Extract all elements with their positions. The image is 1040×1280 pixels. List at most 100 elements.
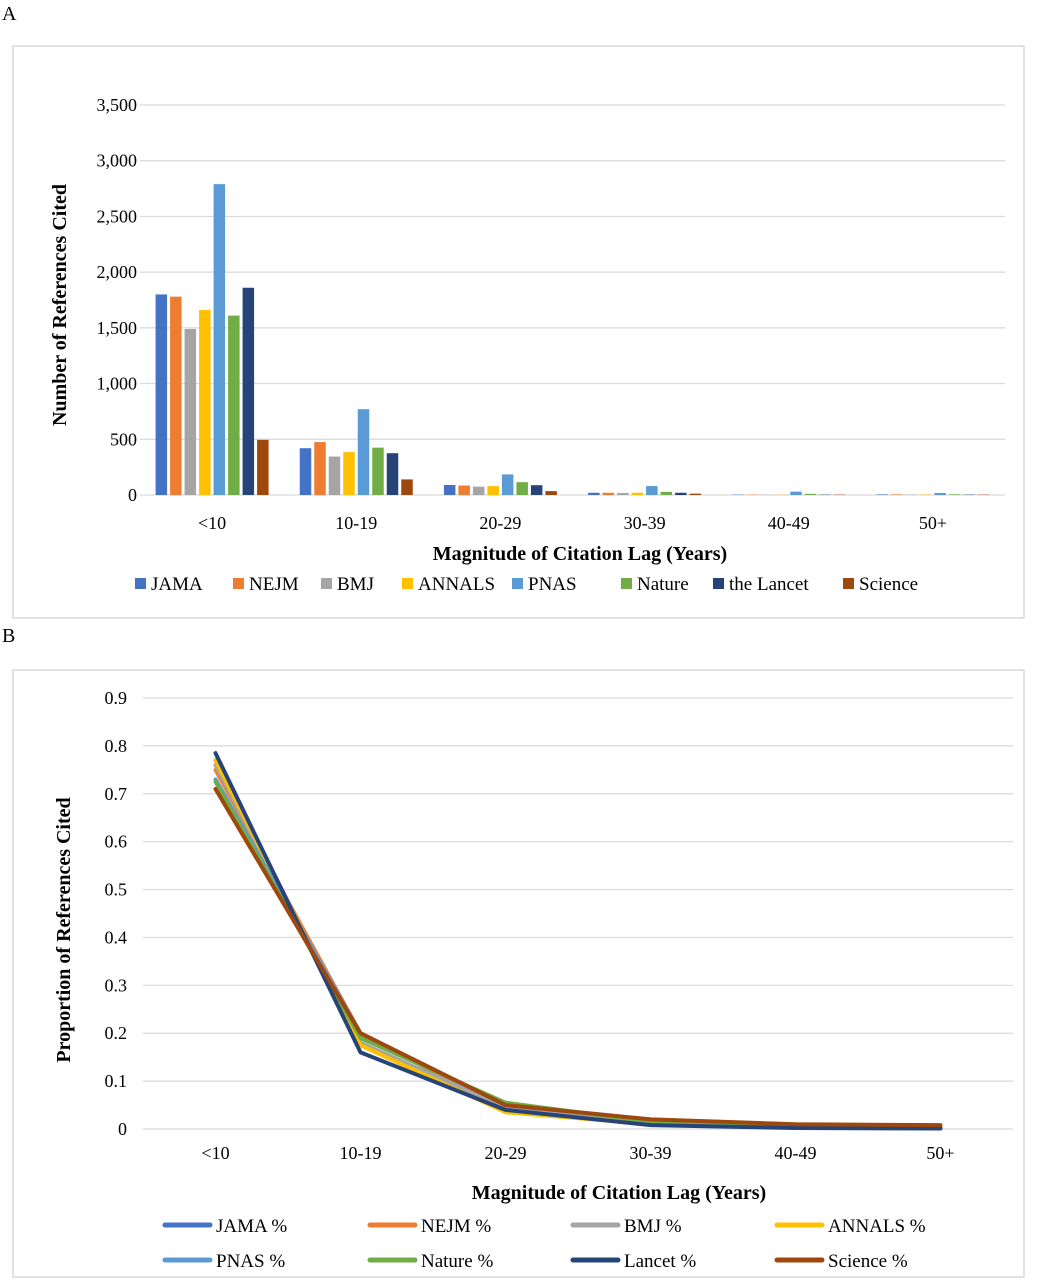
x-tick-label: 10-19 <box>340 1143 382 1163</box>
legend-swatch-annals <box>402 578 413 589</box>
panel-b-gridlines <box>143 697 1013 1130</box>
bar-nejm-20-29 <box>458 485 470 495</box>
legend-swatch-jama <box>135 578 146 589</box>
legend-label-science: Science % <box>828 1251 908 1272</box>
bar-science-20-29 <box>545 491 557 495</box>
panel-b-y-axis-title: Proportion of References Cited <box>53 797 75 1062</box>
legend-label-lancet: Lancet % <box>624 1251 696 1272</box>
bar-jama-10 <box>155 294 168 495</box>
legend-label-jama: JAMA % <box>216 1216 287 1237</box>
legend-swatch-nature <box>621 578 632 589</box>
bar-science-10 <box>257 439 269 495</box>
y-tick-label: 0.1 <box>105 1071 128 1091</box>
y-tick-label: 2,000 <box>97 262 138 282</box>
panel-b-label: B <box>2 625 15 647</box>
legend-label-pnas: PNAS % <box>216 1251 285 1272</box>
panel-a-gridlines <box>140 104 1005 496</box>
y-tick-label: 2,500 <box>97 206 138 226</box>
legend-label-jama: JAMA <box>151 574 203 595</box>
y-tick-label: 0 <box>118 1119 127 1139</box>
legend-label-bmj: BMJ <box>337 574 374 595</box>
bar-pnas-10 <box>213 184 226 495</box>
bar-pnas-10-19 <box>357 409 370 495</box>
bar-nejm-10 <box>170 296 182 495</box>
bar-annals-30-39 <box>631 492 644 495</box>
bar-the-lancet-10-19 <box>386 453 399 495</box>
legend-swatch-nejm <box>233 578 244 589</box>
bar-nature-20-29 <box>516 482 528 495</box>
legend-label-science: Science <box>859 574 918 595</box>
bar-bmj-20-29 <box>472 486 485 495</box>
panel-a-label: A <box>2 3 17 25</box>
y-tick-label: 3,000 <box>97 151 138 171</box>
y-tick-label: 0.4 <box>105 927 128 947</box>
x-tick-label: 30-39 <box>630 1143 672 1163</box>
y-tick-label: 1,500 <box>97 318 138 338</box>
y-tick-label: 0.7 <box>105 784 128 804</box>
bar-jama-50 <box>876 494 888 495</box>
y-tick-label: 500 <box>110 429 137 449</box>
x-tick-label: 10-19 <box>335 513 377 533</box>
bar-nature-30-39 <box>660 491 673 495</box>
legend-label-annals: ANNALS % <box>828 1216 926 1237</box>
x-tick-label: <10 <box>198 513 226 533</box>
legend-label-nature: Nature <box>637 574 689 595</box>
x-tick-label: 50+ <box>926 1143 954 1163</box>
panel-b-frame <box>12 669 1025 1278</box>
bar-pnas-40-49 <box>790 491 802 495</box>
legend-label-the-lancet: the Lancet <box>729 574 809 595</box>
bar-the-lancet-10 <box>242 287 255 495</box>
y-tick-label: 0.5 <box>105 880 128 900</box>
y-tick-label: 3,500 <box>97 95 138 115</box>
legend-label-nejm: NEJM % <box>421 1216 491 1237</box>
bar-nejm-30-39 <box>602 492 615 495</box>
legend-label-pnas: PNAS <box>528 574 577 595</box>
panel-b-legend: JAMA % NEJM % BMJ % ANNALS % PNAS % Nature % L… <box>162 1216 926 1272</box>
y-tick-label: 0.9 <box>105 688 128 708</box>
x-tick-label: 20-29 <box>485 1143 527 1163</box>
bar-the-lancet-20-29 <box>530 485 543 495</box>
legend-label-nejm: NEJM <box>249 574 299 595</box>
bar-nature-10 <box>228 315 240 495</box>
panel-a-legend: JAMA NEJM BMJ ANNALS PNAS Nature the Lancet Sci… <box>135 574 918 595</box>
y-tick-label: 0 <box>128 485 137 505</box>
bar-jama-10-19 <box>299 448 312 495</box>
bar-bmj-10 <box>184 328 197 495</box>
panel-a-bars <box>155 184 990 495</box>
legend-label-annals: ANNALS <box>418 574 495 595</box>
bar-jama-30-39 <box>588 492 600 495</box>
legend-swatch-the-lancet <box>713 578 724 589</box>
x-tick-label: <10 <box>201 1143 229 1163</box>
legend-swatch-bmj <box>321 578 332 589</box>
bar-nejm-50 <box>890 494 903 495</box>
x-tick-label: 40-49 <box>775 1143 817 1163</box>
bar-pnas-50 <box>934 492 946 495</box>
bar-pnas-30-39 <box>646 486 658 495</box>
bar-nature-50 <box>948 494 961 495</box>
bar-jama-20-29 <box>443 484 456 495</box>
x-tick-label: 40-49 <box>768 513 810 533</box>
bar-the-lancet-30-39 <box>675 492 687 495</box>
legend-label-nature: Nature % <box>421 1251 493 1272</box>
bar-bmj-10-19 <box>328 456 341 495</box>
line-science <box>213 786 943 1128</box>
panel-b-lines <box>213 751 943 1131</box>
x-tick-label: 30-39 <box>624 513 666 533</box>
bar-annals-20-29 <box>487 486 499 495</box>
panel-b-x-axis-title: Magnitude of Citation Lag (Years) <box>472 1182 766 1204</box>
legend-swatch-pnas <box>512 578 523 589</box>
legend-swatch-science <box>843 578 854 589</box>
bar-science-10-19 <box>401 479 413 495</box>
y-tick-label: 0.8 <box>105 736 128 756</box>
x-tick-label: 50+ <box>919 513 947 533</box>
line-lancet <box>213 751 943 1131</box>
bar-annals-10-19 <box>343 452 355 495</box>
legend-label-bmj: BMJ % <box>624 1216 682 1237</box>
y-tick-label: 0.2 <box>105 1023 128 1043</box>
panel-a-x-ticks: <10 10-19 20-29 30-39 40-49 50+ <box>198 513 947 533</box>
panel-a-x-axis-title: Magnitude of Citation Lag (Years) <box>433 543 727 565</box>
panel-b-x-ticks: <10 10-19 20-29 30-39 40-49 50+ <box>201 1143 954 1163</box>
bar-pnas-20-29 <box>501 474 514 495</box>
bar-science-30-39 <box>689 493 702 495</box>
